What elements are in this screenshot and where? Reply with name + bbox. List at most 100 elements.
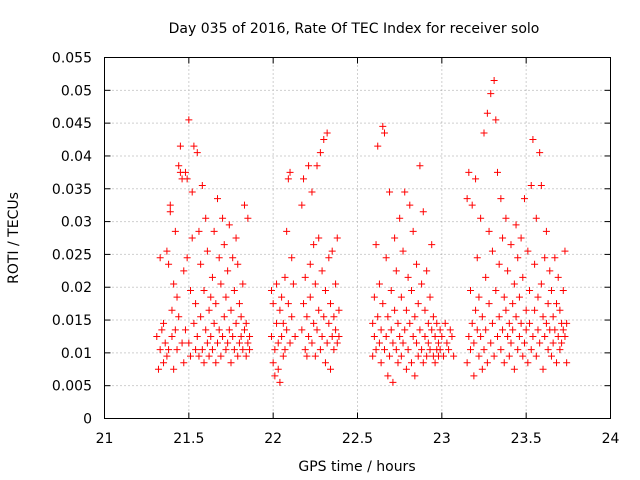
data-point bbox=[153, 332, 161, 340]
data-point bbox=[524, 247, 532, 255]
data-point bbox=[463, 359, 471, 367]
data-point bbox=[161, 339, 169, 347]
data-point bbox=[193, 332, 201, 340]
data-point bbox=[374, 142, 382, 150]
data-point bbox=[332, 280, 340, 288]
data-point bbox=[514, 254, 522, 262]
data-point bbox=[389, 378, 397, 386]
data-point bbox=[328, 247, 336, 255]
data-point bbox=[382, 254, 390, 262]
data-point bbox=[175, 313, 183, 321]
data-point bbox=[499, 326, 507, 334]
data-point bbox=[465, 168, 473, 176]
data-point bbox=[284, 175, 292, 183]
data-point bbox=[246, 332, 254, 340]
x-tick-label: 21 bbox=[96, 431, 114, 447]
y-axis-label: ROTI / TECUs bbox=[6, 192, 22, 284]
data-point bbox=[278, 293, 286, 301]
data-point bbox=[563, 319, 571, 327]
data-point bbox=[515, 293, 523, 301]
data-point bbox=[438, 332, 446, 340]
data-point bbox=[434, 339, 442, 347]
data-point bbox=[559, 326, 567, 334]
data-point bbox=[493, 332, 501, 340]
data-point bbox=[532, 214, 540, 222]
y-tick-label: 0.055 bbox=[52, 51, 92, 67]
data-point bbox=[529, 136, 537, 144]
data-point bbox=[397, 293, 405, 301]
data-point bbox=[166, 201, 174, 209]
x-tick-label: 22 bbox=[264, 431, 282, 447]
data-point bbox=[387, 287, 395, 295]
data-point bbox=[227, 306, 235, 314]
data-point bbox=[325, 319, 333, 327]
data-point bbox=[234, 260, 242, 268]
data-point bbox=[332, 326, 340, 334]
data-point bbox=[549, 313, 557, 321]
data-point bbox=[205, 352, 213, 360]
data-point bbox=[274, 365, 282, 373]
data-point bbox=[323, 339, 331, 347]
data-point bbox=[377, 359, 385, 367]
data-point bbox=[472, 306, 480, 314]
data-point bbox=[421, 306, 429, 314]
data-point bbox=[482, 273, 490, 281]
data-point bbox=[510, 280, 518, 288]
data-point bbox=[300, 175, 308, 183]
y-tick-label: 0.05 bbox=[61, 83, 92, 99]
data-point bbox=[394, 319, 402, 327]
data-point bbox=[208, 346, 216, 354]
data-point bbox=[529, 332, 537, 340]
data-point bbox=[472, 175, 480, 183]
data-point bbox=[215, 326, 223, 334]
data-point bbox=[370, 293, 378, 301]
data-point bbox=[505, 352, 513, 360]
data-point bbox=[478, 313, 486, 321]
data-point bbox=[283, 326, 291, 334]
data-point bbox=[305, 162, 313, 170]
data-point bbox=[431, 332, 439, 340]
data-point bbox=[180, 267, 188, 275]
data-point bbox=[278, 332, 286, 340]
data-point bbox=[502, 214, 510, 222]
data-point bbox=[526, 287, 534, 295]
data-point bbox=[195, 352, 203, 360]
data-point bbox=[372, 241, 380, 249]
data-point bbox=[559, 287, 567, 295]
data-point bbox=[207, 332, 215, 340]
data-point bbox=[392, 267, 400, 275]
data-point bbox=[499, 234, 507, 242]
data-point bbox=[500, 359, 508, 367]
data-point bbox=[323, 129, 331, 137]
y-tick-label: 0.025 bbox=[52, 247, 92, 263]
data-point bbox=[276, 306, 284, 314]
data-point bbox=[502, 306, 510, 314]
data-point bbox=[185, 116, 193, 124]
data-point bbox=[160, 359, 168, 367]
chart-title: Day 035 of 2016, Rate Of TEC Index for r… bbox=[169, 21, 540, 37]
data-point bbox=[379, 122, 387, 130]
data-point bbox=[310, 319, 318, 327]
data-point bbox=[407, 287, 415, 295]
data-point bbox=[547, 352, 555, 360]
data-point bbox=[315, 234, 323, 242]
data-point bbox=[298, 326, 306, 334]
data-point bbox=[175, 162, 183, 170]
data-point bbox=[551, 326, 559, 334]
data-point bbox=[316, 346, 324, 354]
data-point bbox=[205, 306, 213, 314]
data-point bbox=[163, 352, 171, 360]
data-point bbox=[281, 346, 289, 354]
x-tick-label: 23 bbox=[433, 431, 451, 447]
data-point bbox=[406, 201, 414, 209]
data-point bbox=[327, 300, 335, 308]
data-point bbox=[448, 332, 456, 340]
data-point bbox=[401, 326, 409, 334]
data-point bbox=[409, 332, 417, 340]
data-point bbox=[306, 260, 314, 268]
data-point bbox=[235, 339, 243, 347]
data-point bbox=[532, 352, 540, 360]
data-point bbox=[229, 332, 237, 340]
data-point bbox=[203, 339, 211, 347]
data-point bbox=[246, 346, 254, 354]
